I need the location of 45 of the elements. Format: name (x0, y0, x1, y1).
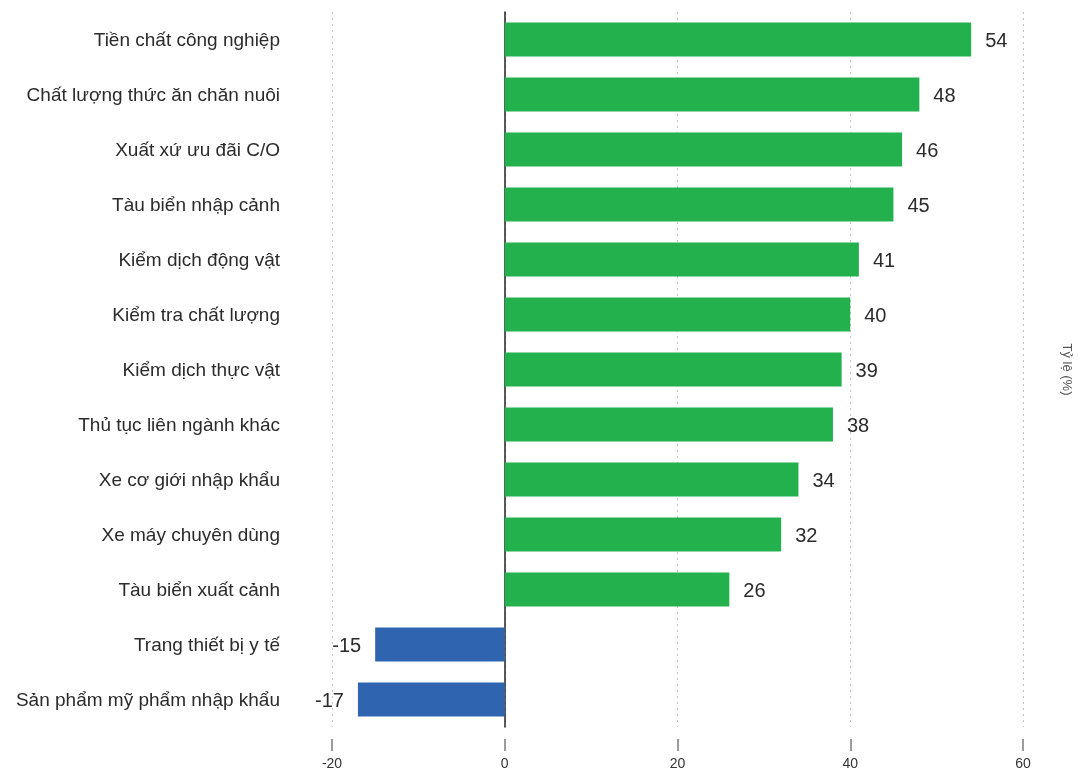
bar (504, 517, 782, 552)
bar (504, 242, 859, 277)
x-tick-label: -20 (321, 755, 343, 771)
bar (504, 187, 894, 222)
data-label: 45 (907, 193, 930, 216)
bar (504, 132, 903, 167)
data-label: -17 (315, 688, 344, 711)
y-tick-label: Kiểm dịch thực vật (122, 359, 281, 380)
bar (504, 77, 920, 112)
bar (504, 297, 851, 332)
y-tick-label: Tiền chất công nghiệp (93, 29, 280, 50)
x-tick-label: 60 (1015, 755, 1031, 771)
data-label: 26 (743, 578, 766, 601)
bar (375, 627, 505, 662)
y-tick-label: Kiểm dịch động vật (118, 249, 281, 270)
data-label: 41 (872, 248, 896, 271)
y-tick-label: Xe máy chuyên dùng (101, 524, 280, 545)
bar (504, 407, 833, 442)
y-axis-title: Tỷ lệ (%) (1059, 343, 1075, 396)
data-label: -15 (332, 633, 362, 656)
y-tick-label: Chất lượng thức ăn chăn nuôi (26, 84, 280, 105)
bar (504, 462, 799, 497)
y-tick-label: Tàu biển nhập cảnh (112, 194, 280, 215)
bar (504, 572, 730, 607)
x-tick-label: 40 (842, 755, 859, 771)
y-tick-label: Tàu biển xuất cảnh (118, 579, 280, 600)
data-label: 40 (864, 303, 887, 326)
y-tick-label: Thủ tục liên ngành khác (78, 414, 280, 435)
data-label: 32 (795, 523, 818, 546)
bar (504, 22, 972, 57)
data-label: 54 (985, 28, 1008, 51)
x-tick-label: 0 (500, 755, 509, 771)
data-label: 46 (916, 138, 939, 161)
y-tick-label: Trang thiết bị y tế (133, 634, 281, 655)
data-label: 34 (812, 468, 835, 491)
bar (504, 352, 842, 387)
y-tick-label: Xe cơ giới nhập khẩu (98, 469, 280, 490)
data-label: 48 (933, 83, 956, 106)
data-label: 39 (855, 358, 878, 381)
data-label: 38 (846, 413, 870, 436)
bar (357, 682, 505, 717)
x-tick-label: 20 (669, 755, 686, 771)
y-tick-label: Kiểm tra chất lượng (112, 304, 280, 325)
y-tick-label: Xuất xứ ưu đãi C/O (115, 139, 280, 160)
y-tick-label: Sản phẩm mỹ phẩm nhập khẩu (15, 689, 280, 710)
